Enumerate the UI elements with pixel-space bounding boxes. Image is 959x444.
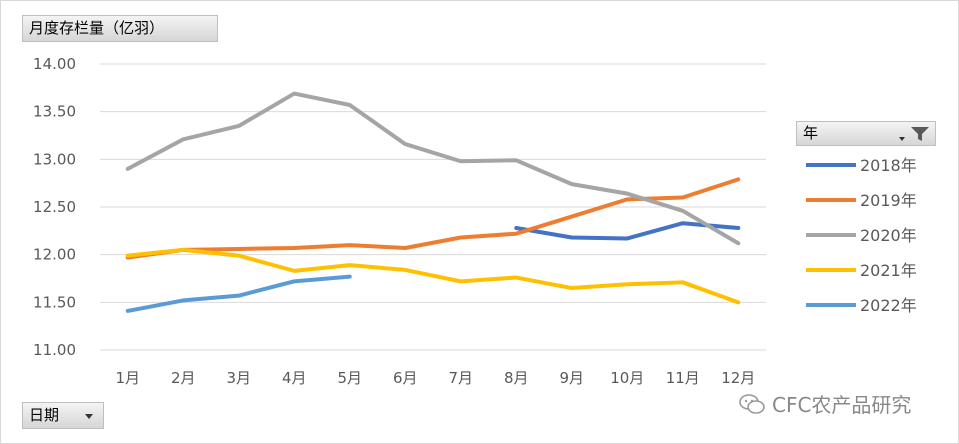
x-tick-label: 2月	[171, 369, 196, 387]
y-tick-label: 12.00	[33, 246, 76, 264]
series-line-2019年	[125, 177, 741, 260]
watermark-text: CFC农产品研究	[772, 393, 912, 417]
x-tick-label: 11月	[666, 369, 700, 387]
axis-field-label: 日期	[29, 406, 60, 424]
x-tick-label: 3月	[226, 369, 251, 387]
y-tick-label: 13.50	[33, 103, 76, 121]
series-line-2022年	[125, 274, 352, 313]
x-tick-label: 6月	[393, 369, 418, 387]
x-tick-label: 5月	[337, 369, 362, 387]
legend: 2018年 2019年 2020年 2021年 2022年	[806, 156, 917, 315]
x-tick-label: 1月	[115, 369, 140, 387]
legend-field-button[interactable]: 年	[796, 121, 936, 146]
x-tick-label: 4月	[282, 369, 307, 387]
x-tick-label: 8月	[504, 369, 529, 387]
legend-field-label: 年	[803, 124, 819, 142]
watermark: CFC农产品研究	[738, 389, 911, 418]
gridlines	[100, 63, 766, 351]
dropdown-arrow-icon	[85, 414, 93, 419]
legend-label: 2021年	[860, 261, 917, 280]
y-axis: 11.00 11.50 12.00 12.50 13.00 13.50 14.00	[33, 55, 76, 359]
filter-icon[interactable]	[909, 125, 931, 143]
y-tick-label: 14.00	[33, 55, 76, 73]
y-tick-label: 11.00	[33, 341, 76, 359]
y-tick-label: 13.00	[33, 150, 76, 168]
y-tick-label: 11.50	[33, 293, 76, 311]
value-field-label: 月度存栏量（亿羽）	[29, 19, 165, 37]
wechat-icon	[739, 393, 765, 414]
x-axis: 1月 2月 3月 4月 5月 6月 7月 8月 9月 10月 11月 12月	[115, 369, 755, 387]
y-tick-label: 12.50	[33, 198, 76, 216]
series-line-2021年	[125, 247, 741, 305]
legend-label: 2019年	[860, 191, 917, 210]
x-tick-label: 10月	[610, 369, 644, 387]
value-field-button[interactable]: 月度存栏量（亿羽）	[22, 15, 218, 42]
x-tick-label: 9月	[559, 369, 584, 387]
series-line-2020年	[125, 91, 741, 246]
series-lines	[125, 91, 741, 313]
dropdown-arrow-icon	[899, 137, 905, 141]
series-line-2018年	[514, 221, 741, 241]
legend-label: 2018年	[860, 156, 917, 175]
axis-field-button[interactable]: 日期	[22, 402, 104, 429]
x-tick-label: 7月	[448, 369, 473, 387]
legend-label: 2022年	[860, 296, 917, 315]
x-tick-label: 12月	[721, 369, 755, 387]
legend-label: 2020年	[860, 226, 917, 245]
